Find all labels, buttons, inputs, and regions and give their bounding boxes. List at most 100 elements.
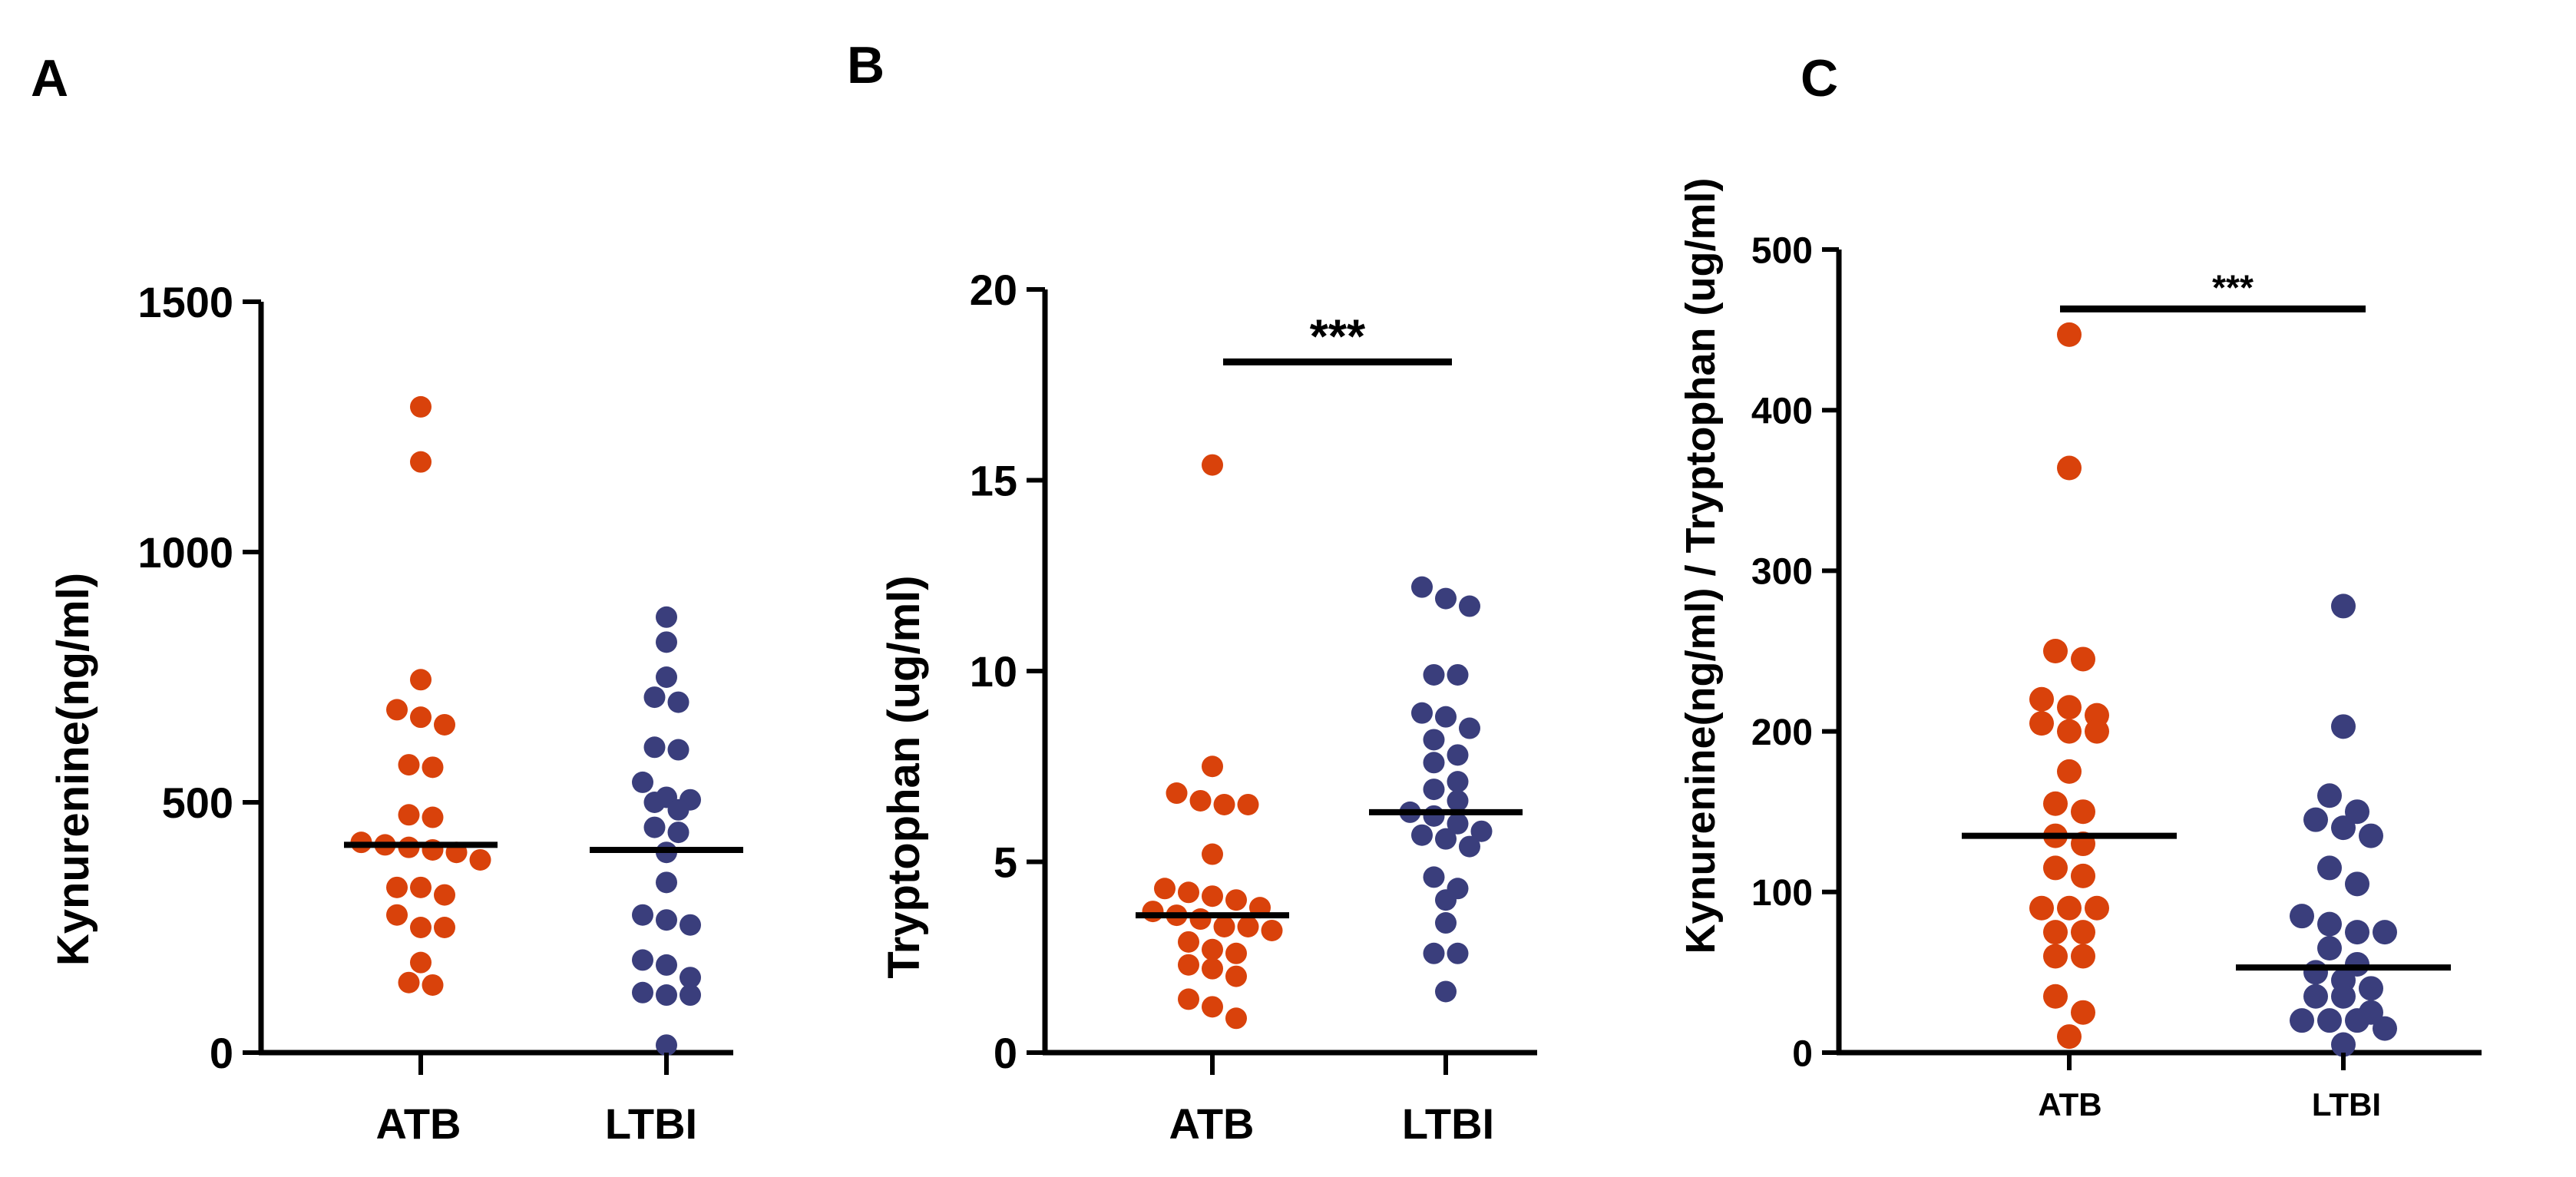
data-point-ltbi [2303,960,2328,985]
data-point-ltbi [2317,855,2342,881]
data-point-ltbi [667,822,689,844]
data-point-ltbi [656,606,677,628]
data-point-atb [386,876,408,898]
y-tick-label: 5 [994,838,1017,887]
panel-a: A Kynurenine(ng/ml) 0 500 1000 1500 ATB LTB… [31,49,743,1148]
data-point-ltbi [656,954,677,976]
data-point-ltbi [2345,1008,2369,1033]
data-point-atb [2071,920,2095,945]
data-point-atb [422,806,444,828]
data-point-atb [2071,799,2095,825]
data-point-ltbi [2373,920,2397,945]
y-tick-label: 1500 [137,278,233,326]
y-tick-label: 1000 [137,528,233,577]
data-point-atb [2029,686,2054,712]
y-tick-label: 15 [970,457,1017,505]
data-point-atb [2043,944,2068,969]
data-point-ltbi [1423,866,1445,888]
data-point-ltbi [643,816,666,838]
y-tick-label: 0 [1792,1033,1813,1074]
data-point-atb [410,706,432,729]
category-label-atb: ATB [2038,1086,2101,1122]
data-point-atb [434,713,455,736]
y-tick-label: 500 [1751,230,1813,271]
x-ticks [1210,1053,1448,1075]
data-point-ltbi [2345,920,2369,945]
data-point-atb [1166,782,1188,805]
data-point-ltbi [2317,783,2342,808]
data-point-ltbi [1423,752,1445,774]
data-point-atb [1225,942,1247,964]
data-point-ltbi [2290,1008,2314,1033]
data-point-ltbi [680,967,701,989]
data-point-ltbi [680,914,701,936]
data-point-atb [434,884,455,906]
data-point-atb [386,699,408,721]
y-tick-label: 400 [1751,391,1813,431]
y-tick-label: 100 [1751,873,1813,914]
data-point-ltbi [1435,828,1457,850]
data-point-atb [1178,954,1199,976]
data-point-ltbi [2317,911,2342,937]
data-point-atb [398,754,420,776]
data-point-ltbi [1459,835,1480,858]
median-lines [1136,808,1523,919]
data-point-ltbi [1411,702,1433,724]
data-point-ltbi [632,771,653,793]
data-point-ltbi [667,739,689,761]
y-ticks: 0 100 200 300 400 500 [1751,230,1839,1074]
data-point-atb [2071,863,2095,888]
y-tick-label: 0 [210,1029,233,1077]
data-point-atb [422,756,444,779]
data-point-atb [2029,711,2054,736]
y-axis-title: Kynurenine(ng/ml) [48,573,98,966]
data-point-ltbi [1411,576,1433,598]
data-point-atb [1178,881,1199,904]
data-point-ltbi [2345,871,2369,897]
data-point-ltbi [1423,779,1445,801]
data-point-ltbi [1435,889,1457,911]
data-point-ltbi [2331,815,2356,841]
data-point-atb [2057,695,2082,720]
data-point-ltbi [1411,824,1433,846]
median-lines [344,841,743,853]
data-point-ltbi [2359,976,2383,1001]
data-point-ltbi [656,666,677,688]
data-point-atb [2057,322,2082,347]
data-point-ltbi [643,736,666,759]
data-point-atb [1225,965,1247,987]
data-points [2029,322,2397,1057]
category-label-ltbi: LTBI [1402,1099,1494,1148]
data-point-ltbi [1423,942,1445,964]
data-point-atb [469,848,491,871]
y-tick-label: 10 [970,647,1017,696]
data-point-atb [434,917,455,938]
y-tick-label: 200 [1751,712,1813,753]
data-point-atb [1178,931,1199,953]
data-point-ltbi [643,792,666,813]
data-point-atb [1261,919,1283,941]
data-point-atb [1202,938,1223,960]
data-point-atb [398,971,420,994]
data-point-atb [1225,1007,1247,1030]
data-point-atb [1202,996,1223,1018]
data-point-atb [1202,755,1223,778]
data-point-ltbi [656,909,677,931]
data-point-ltbi [1423,663,1445,686]
data-point-atb [410,951,432,974]
data-point-ltbi [656,1034,677,1056]
data-point-ltbi [656,871,677,894]
panel-c: C Kynurenine(ng/ml) / Tryptophan (ug/ml)… [1678,49,2482,1122]
data-point-ltbi [1447,942,1469,964]
data-point-atb [2057,719,2082,744]
data-point-atb [386,904,408,926]
data-point-atb [422,974,444,996]
data-point-ltbi [2317,1008,2342,1033]
data-point-ltbi [1435,706,1457,728]
data-point-ltbi [667,798,689,821]
data-point-atb [1237,915,1259,937]
data-point-atb [398,804,420,826]
data-point-ltbi [656,631,677,653]
data-point-atb [2057,759,2082,784]
